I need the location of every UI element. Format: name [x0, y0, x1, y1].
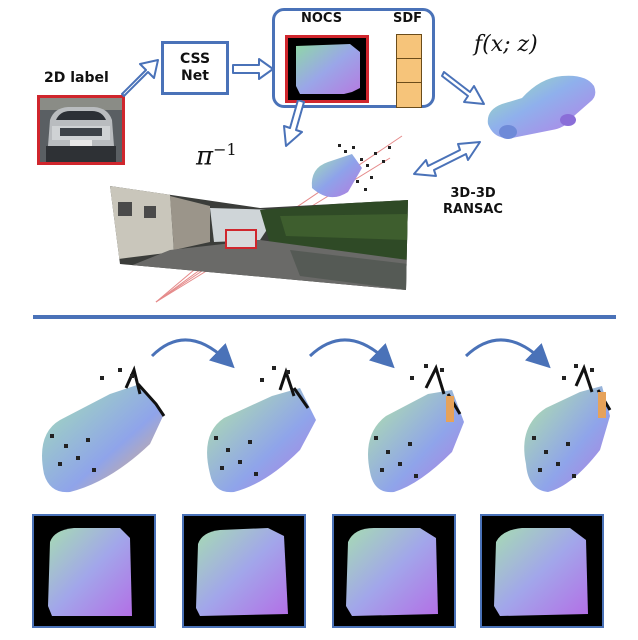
sdf-label: SDF: [393, 11, 423, 26]
iteration-arrows: [150, 338, 551, 369]
pi-symbol: π: [196, 141, 214, 172]
partial-point-cloud: [311, 144, 391, 198]
nocs-render-step-2: [182, 514, 306, 628]
inverse-projection-label: π−1: [196, 140, 237, 172]
arrow-to-car-model: [441, 71, 485, 105]
point-cloud-step-2: [207, 366, 316, 493]
ransac-label-line2: RANSAC: [443, 202, 503, 217]
car-photo-icon: [40, 98, 122, 162]
point-cloud-step-1: [42, 365, 166, 493]
arrow-to-css-net: [121, 59, 159, 97]
nocs-gradient-icon: [494, 528, 588, 616]
css-net-box: CSS Net: [161, 41, 229, 95]
pi-exponent: −1: [213, 140, 237, 159]
sdf-function-label: f(x; z): [474, 32, 538, 57]
nocs-gradient-icon: [196, 528, 288, 616]
nocs-map-image: [285, 35, 369, 103]
nocs-label: NOCS: [301, 11, 343, 26]
ransac-label-line1: 3D-3D: [450, 186, 496, 201]
curved-arrow-1: [150, 338, 235, 369]
label-2d: 2D label: [44, 70, 109, 86]
car-3d-model: [487, 75, 596, 139]
sdf-cell: [396, 82, 422, 108]
point-cloud-step-4: [524, 364, 612, 492]
css-net-label-line1: CSS: [179, 51, 211, 67]
sdf-cell: [396, 58, 422, 84]
nocs-gradient-icon: [288, 38, 366, 100]
css-net-label-line2: Net: [181, 68, 209, 84]
nocs-gradient-icon: [346, 528, 438, 616]
arrow-to-nocs-box: [232, 58, 274, 80]
nocs-render-step-3: [332, 514, 456, 628]
ransac-label: 3D-3D RANSAC: [440, 186, 506, 218]
optimization-point-clouds: [42, 364, 612, 493]
curved-arrow-3: [464, 338, 551, 369]
sdf-grid: [396, 34, 422, 108]
arrow-to-point-cloud: [283, 100, 305, 147]
curved-arrow-2: [308, 338, 395, 369]
sdf-cell: [396, 34, 422, 60]
point-cloud-step-3: [368, 364, 464, 493]
street-scene-image: [110, 186, 408, 290]
nocs-gradient-icon: [48, 528, 132, 616]
nocs-render-step-4: [480, 514, 604, 628]
section-divider: [33, 315, 616, 319]
ransac-double-arrow: [413, 141, 481, 177]
nocs-render-step-1: [32, 514, 156, 628]
car-crop-image: [37, 95, 125, 165]
